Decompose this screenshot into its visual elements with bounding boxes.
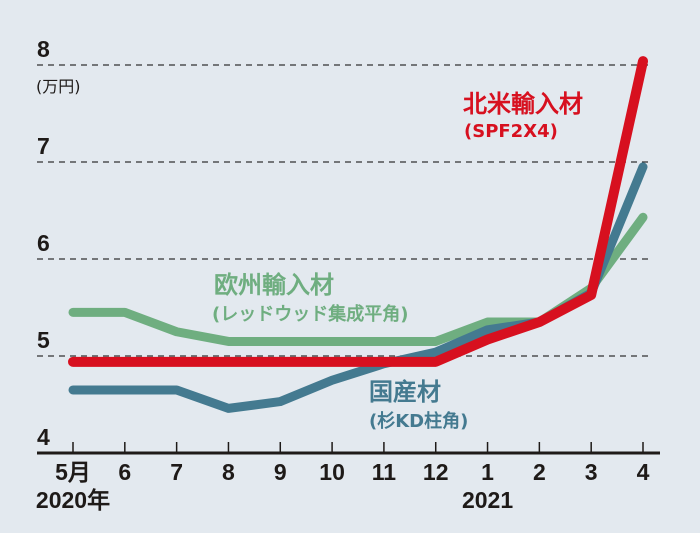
y-tick-label: 6 — [37, 230, 50, 256]
y-unit-label: (万円) — [36, 77, 81, 96]
x-tick-label: 8 — [222, 459, 235, 485]
series-line-2 — [68, 56, 648, 367]
series-label-domestic: 国産材 — [369, 378, 441, 406]
year-label: 2020年 — [36, 487, 110, 513]
x-tick-label: 7 — [170, 459, 183, 485]
x-tick-label: 5月 — [55, 459, 91, 485]
x-tick-label: 2 — [533, 459, 546, 485]
series-label-north-america: 北米輸入材 — [463, 90, 583, 118]
series-note-europe: (レッドウッド集成平角) — [212, 303, 408, 325]
series-line-1 — [68, 162, 648, 413]
x-tick-label: 9 — [274, 459, 287, 485]
series-label-europe: 欧州輸入材 — [214, 271, 334, 299]
x-tick-label: 1 — [481, 459, 494, 485]
x-tick-label: 12 — [423, 459, 449, 485]
y-tick-label: 8 — [37, 36, 50, 62]
y-tick-label: 5 — [37, 327, 50, 353]
x-tick-label: 6 — [118, 459, 131, 485]
x-tick-label: 3 — [585, 459, 598, 485]
x-tick-label: 10 — [319, 459, 345, 485]
year-label: 2021 — [462, 487, 513, 513]
y-tick-label: 7 — [37, 133, 50, 159]
series-note-domestic: (杉KD柱角) — [369, 410, 468, 432]
x-tick-label: 4 — [637, 459, 650, 485]
y-tick-label: 4 — [37, 424, 50, 450]
series-note-north-america: (SPF2X4) — [464, 121, 558, 142]
x-tick-label: 11 — [372, 459, 397, 485]
